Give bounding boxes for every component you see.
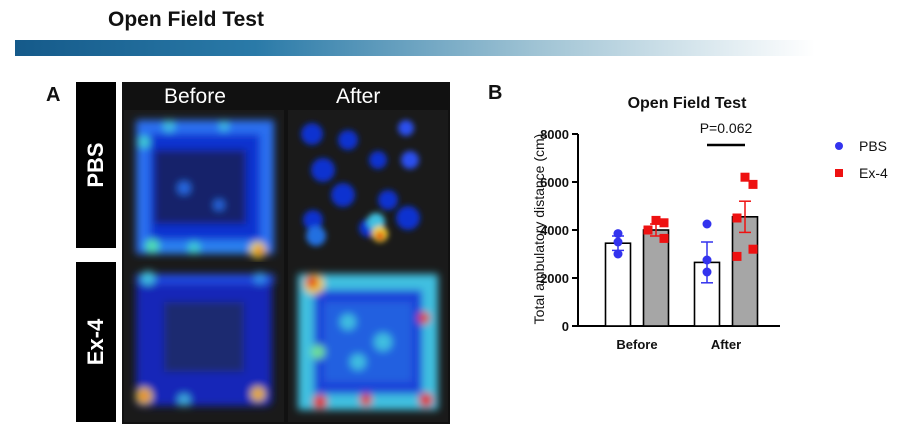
x-tick-label: After: [711, 337, 741, 352]
data-point-ex4: [643, 225, 653, 235]
panel-b-letter: B: [488, 82, 503, 104]
data-point-pbs: [613, 249, 623, 259]
title-underline-bar: [15, 40, 815, 56]
chart-title: Open Field Test: [628, 95, 748, 112]
legend-ex4-marker: [835, 169, 843, 177]
page-title: Open Field Test: [108, 8, 264, 31]
y-tick-label: 2000: [540, 271, 569, 286]
y-tick-label: 8000: [540, 127, 569, 142]
legend-ex4-label: Ex-4: [859, 165, 888, 181]
data-point-ex4: [732, 213, 742, 223]
data-point-ex4: [748, 179, 758, 189]
data-point-pbs: [702, 267, 712, 277]
row-label-ex4-text: Ex-4: [83, 318, 108, 366]
y-tick-label: 0: [562, 319, 569, 334]
row-label-pbs-text: PBS: [83, 142, 108, 188]
bar-ex4-before: [642, 229, 670, 327]
heatmap-ex4-before: [124, 262, 284, 422]
data-point-pbs: [613, 237, 623, 247]
column-header-after: After: [336, 85, 381, 108]
heatmap-grid: Before After: [122, 82, 450, 424]
x-tick-label: Before: [616, 337, 657, 352]
data-point-ex4: [659, 233, 669, 243]
column-header-before: Before: [164, 85, 226, 108]
bar-ex4-after: [731, 216, 759, 327]
significance-label: P=0.062: [700, 120, 753, 136]
row-label-pbs: PBS: [76, 82, 116, 248]
panel-a-letter: A: [46, 84, 61, 106]
data-point-pbs: [702, 219, 712, 229]
data-point-ex4: [740, 172, 750, 182]
data-point-pbs: [613, 229, 623, 239]
legend-pbs-label: PBS: [859, 138, 887, 154]
data-point-pbs: [702, 255, 712, 265]
data-point-ex4: [732, 251, 742, 261]
y-tick-label: 6000: [540, 175, 569, 190]
legend-pbs-marker: [835, 142, 843, 150]
data-point-ex4: [748, 244, 758, 254]
data-point-ex4: [659, 218, 669, 228]
heatmap-pbs-before: [124, 110, 284, 328]
bar-chart: Open Field Test Total ambulatory distanc…: [531, 95, 888, 352]
row-label-ex4: Ex-4: [76, 262, 116, 422]
heatmap-ex4-after: [288, 262, 448, 422]
y-tick-label: 4000: [540, 223, 569, 238]
data-point-ex4: [651, 215, 661, 225]
y-axis-label: Total ambulatory distance (cm): [531, 134, 547, 325]
